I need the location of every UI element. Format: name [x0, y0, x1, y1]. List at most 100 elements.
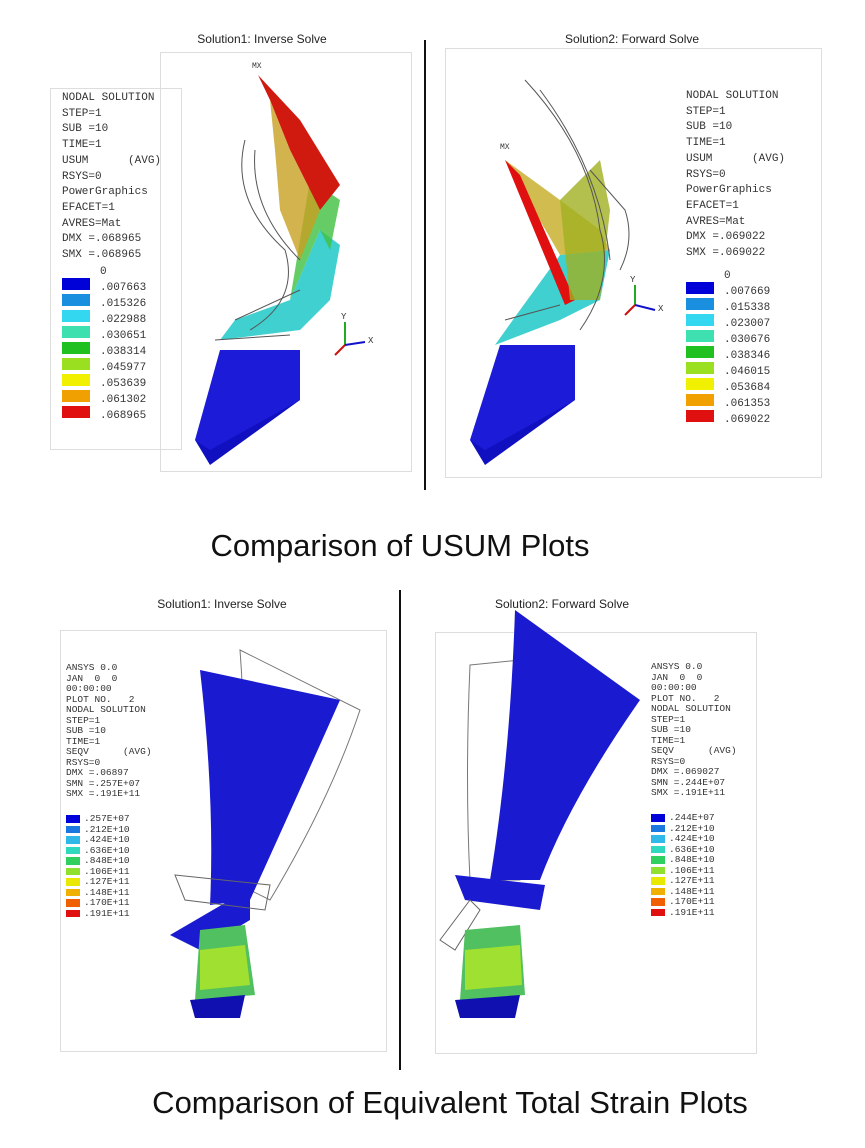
legend-label: .015338	[724, 302, 771, 314]
legend-label: .127E+11	[669, 875, 715, 886]
solution-info: TIME=1	[62, 139, 102, 152]
solution-info: USUM (AVG)	[686, 152, 786, 165]
solution-info: ANSYS 0.0	[651, 661, 703, 672]
blade-model	[439, 610, 640, 1018]
axis-label: X	[368, 336, 374, 346]
solution-info: SMX =.068965	[62, 249, 142, 261]
blade-model	[170, 649, 361, 1018]
legend-swatch	[686, 362, 714, 374]
legend-label: .007663	[100, 282, 147, 294]
legend-label: .191E+11	[669, 906, 715, 918]
solution-info: JAN 0 0	[651, 671, 703, 683]
legend-swatch	[62, 374, 90, 386]
legend-label: .023007	[724, 318, 771, 330]
legend-label: .848E+10	[84, 855, 130, 866]
legend-label: .046015	[724, 366, 771, 378]
legend-label: .257E+07	[84, 813, 130, 824]
legend-label: .148E+11	[669, 885, 715, 897]
legend-swatch	[62, 342, 90, 354]
panel-frame	[435, 632, 757, 1054]
legend-label: 0	[724, 270, 731, 282]
legend-swatch	[66, 878, 80, 886]
solution-info: DMX =.069022	[686, 231, 766, 244]
legend-label: .007669	[724, 286, 771, 298]
solution-info: NODAL SOLUTION	[62, 92, 155, 104]
legend-swatch	[651, 845, 665, 853]
solution-info: 00:00:00	[66, 683, 112, 694]
solution-info: RSYS=0	[66, 756, 101, 768]
solution-info: NODAL SOLUTION	[66, 704, 146, 715]
solution-info: STEP=1	[686, 105, 726, 118]
legend-label: .030676	[724, 334, 771, 346]
legend-swatch	[651, 866, 665, 874]
legend-label: .424E+10	[669, 833, 715, 844]
solution-info: STEP=1	[66, 714, 101, 726]
legend-label: .030651	[100, 330, 147, 342]
solution-info: AVRES=Mat	[62, 217, 122, 230]
solution-info: JAN 0 0	[66, 672, 118, 684]
legend-swatch	[686, 378, 714, 390]
legend-swatch	[686, 410, 714, 422]
solution-info: DMX =.068965	[62, 233, 142, 246]
legend-swatch	[651, 814, 665, 822]
solution-info: SMN =.244E+07	[651, 776, 726, 788]
legend-swatch	[66, 857, 80, 865]
legend-swatch	[651, 898, 665, 906]
solution-info: TIME=1	[686, 137, 726, 150]
legend-swatch	[62, 406, 90, 418]
legend-label: .244E+07	[669, 812, 715, 823]
solution-info: NODAL SOLUTION	[651, 703, 731, 714]
solution-info: TIME=1	[651, 734, 686, 746]
legend-label: .148E+11	[84, 886, 130, 898]
solution-info: RSYS=0	[686, 168, 726, 181]
legend-swatch	[686, 314, 714, 326]
solution-info: SMN =.257E+07	[66, 777, 141, 789]
legend-swatch	[686, 298, 714, 310]
solution-info: SUB =10	[66, 725, 106, 736]
legend-label: .061302	[100, 394, 147, 406]
legend-swatch	[651, 908, 665, 916]
max-marker: MX	[500, 143, 510, 152]
legend-label: .015326	[100, 298, 147, 310]
solution-info: USUM (AVG)	[62, 154, 162, 167]
legend-label: .212E+10	[669, 822, 715, 834]
panel-title: Solution1: Inverse Solve	[157, 597, 287, 611]
caption: Comparison of Equivalent Total Strain Pl…	[152, 1085, 748, 1120]
legend-swatch	[651, 835, 665, 843]
solution-info: SUB =10	[651, 724, 691, 735]
panel-frame	[60, 630, 387, 1052]
legend-swatch	[66, 867, 80, 875]
legend-swatch	[62, 278, 90, 290]
panel-frame	[445, 48, 822, 478]
solution-info: AVRES=Mat	[686, 215, 746, 228]
axis-label: X	[658, 304, 664, 314]
solution-info: STEP=1	[62, 107, 102, 120]
legend-swatch	[686, 346, 714, 358]
solution-info: NODAL SOLUTION	[686, 90, 779, 102]
legend-swatch	[651, 856, 665, 864]
solution-info: 00:00:00	[651, 682, 697, 693]
legend-swatch	[66, 888, 80, 896]
panel-frame	[160, 52, 412, 472]
legend-swatch	[62, 310, 90, 322]
legend-swatch	[62, 390, 90, 402]
legend-label: 0	[100, 266, 107, 278]
axis-label: Y	[630, 275, 636, 285]
legend-swatch	[66, 899, 80, 907]
solution-info: RSYS=0	[62, 170, 102, 183]
solution-info: TIME=1	[66, 735, 101, 747]
solution-info: ANSYS 0.0	[66, 662, 118, 673]
axis-label: Y	[341, 312, 347, 322]
legend-swatch	[66, 836, 80, 844]
solution-info: EFACET=1	[62, 201, 115, 214]
solution-info: SEQV (AVG)	[651, 745, 737, 756]
legend-swatch	[66, 846, 80, 854]
solution-info: PLOT NO. 2	[651, 692, 720, 704]
solution-info: SUB =10	[62, 123, 109, 136]
legend-swatch	[686, 282, 714, 294]
panel-title: Solution2: Forward Solve	[564, 32, 700, 46]
legend-label: .022988	[100, 314, 147, 326]
legend-label: .212E+10	[84, 823, 130, 835]
